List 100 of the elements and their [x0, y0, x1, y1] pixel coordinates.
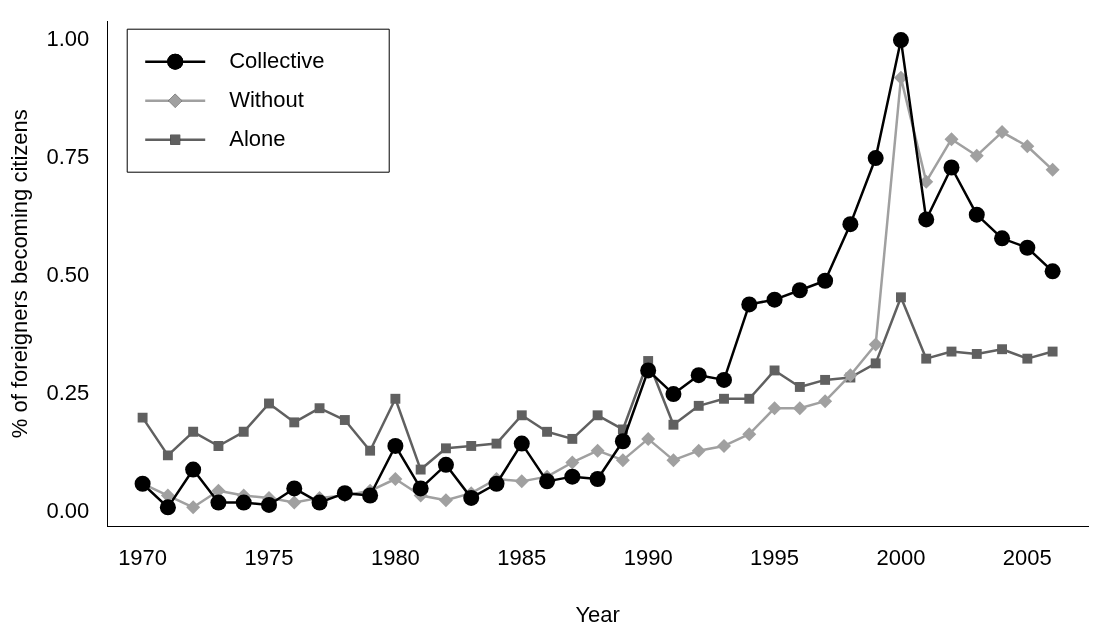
point: [666, 453, 681, 468]
x-tick-label: 1975: [244, 545, 294, 571]
point: [438, 493, 453, 508]
point: [415, 464, 426, 475]
point: [513, 435, 530, 452]
point: [235, 494, 252, 511]
x-tick-label: 2005: [1002, 545, 1052, 571]
x-tick-label: 1985: [497, 545, 547, 571]
point: [261, 496, 277, 513]
point: [921, 353, 932, 364]
point: [311, 494, 328, 511]
point: [186, 500, 201, 515]
point: [365, 445, 376, 456]
point: [691, 443, 706, 458]
point: [287, 495, 302, 510]
point: [868, 337, 883, 352]
point: [842, 216, 859, 233]
point: [817, 272, 834, 289]
point: [1047, 346, 1058, 357]
point: [388, 472, 403, 486]
x-tick-label: 1970: [118, 545, 168, 571]
point: [286, 480, 303, 497]
point: [463, 489, 480, 506]
y-axis-title: % of foreigners becoming citizens: [7, 109, 33, 439]
legend-label: Without: [229, 86, 304, 112]
point: [767, 401, 782, 416]
y-tick-label: 0.75: [46, 144, 90, 170]
point: [491, 438, 502, 449]
point: [314, 403, 325, 414]
point: [792, 401, 807, 416]
point: [870, 358, 881, 369]
point: [188, 426, 199, 437]
x-axis-title: Year: [575, 601, 620, 627]
point: [818, 394, 833, 409]
legend-label: Alone: [229, 125, 286, 151]
point: [185, 461, 202, 478]
point: [944, 132, 959, 147]
point: [769, 365, 780, 376]
point: [665, 386, 682, 403]
point: [210, 494, 227, 511]
y-tick-label: 0.25: [46, 380, 90, 406]
point: [742, 427, 757, 442]
point: [362, 487, 379, 504]
point: [1045, 162, 1060, 177]
point: [969, 148, 984, 163]
point: [690, 367, 707, 384]
point: [892, 32, 909, 49]
point: [744, 393, 755, 404]
point: [592, 410, 603, 421]
point: [741, 296, 758, 313]
point: [1019, 239, 1036, 256]
legend-label: Collective: [229, 47, 325, 73]
point: [590, 443, 605, 458]
point: [437, 456, 454, 473]
point: [971, 348, 982, 359]
point: [918, 211, 935, 228]
point: [893, 70, 908, 85]
point: [238, 426, 249, 437]
point: [565, 455, 580, 470]
point: [640, 362, 657, 379]
x-tick-label: 2000: [876, 545, 926, 571]
point: [289, 417, 300, 428]
x-tick-label: 1990: [623, 545, 673, 571]
point: [615, 453, 630, 468]
x-tick-label: 1980: [370, 545, 420, 571]
point: [339, 415, 350, 425]
point: [791, 282, 808, 299]
point: [516, 410, 527, 421]
point: [137, 412, 148, 423]
point: [412, 480, 429, 497]
point: [390, 393, 401, 404]
y-tick-label: 0.00: [46, 498, 90, 524]
point: [1022, 353, 1033, 364]
point: [440, 443, 451, 454]
point: [693, 400, 704, 411]
point: [968, 206, 985, 223]
point: [843, 368, 858, 383]
point: [668, 419, 679, 430]
point: [716, 371, 732, 388]
point: [794, 382, 805, 392]
point: [946, 346, 957, 357]
point: [539, 473, 556, 490]
point: [994, 230, 1011, 247]
point: [895, 292, 906, 303]
y-tick-label: 0.50: [46, 262, 90, 288]
point: [514, 474, 529, 489]
point: [387, 437, 404, 454]
point: [1020, 139, 1035, 154]
point: [995, 125, 1010, 140]
point: [213, 441, 224, 451]
point: [614, 433, 631, 450]
point: [943, 159, 960, 176]
y-tick-label: 1.00: [46, 26, 90, 52]
point: [1044, 263, 1061, 280]
point: [466, 441, 477, 451]
point: [567, 433, 578, 444]
point: [162, 450, 173, 461]
point: [997, 344, 1008, 355]
point: [717, 438, 731, 453]
point: [641, 431, 656, 446]
